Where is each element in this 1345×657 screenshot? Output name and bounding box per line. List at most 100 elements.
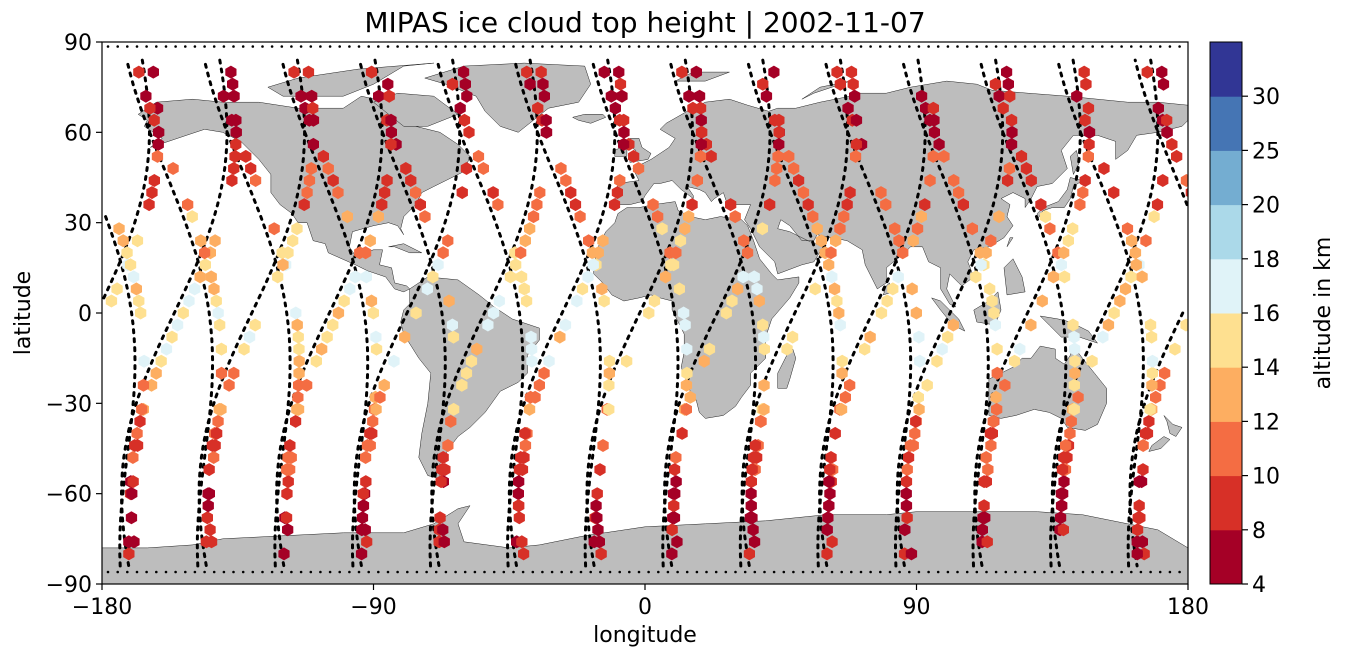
cloud-point [745, 475, 757, 489]
cloud-point [454, 101, 466, 115]
cloud-point [113, 222, 125, 236]
cloud-point [670, 475, 682, 489]
cloud-point [1068, 402, 1080, 416]
cloud-point [773, 113, 785, 127]
cloud-point [327, 318, 339, 332]
cloud-point [1014, 342, 1026, 356]
cloud-point [281, 511, 293, 525]
cloud-point [839, 390, 851, 404]
cloud-point [927, 149, 939, 163]
polar-track-dot [647, 570, 650, 574]
cloud-point [1039, 210, 1052, 224]
colorbar-segment [1210, 204, 1242, 260]
polar-track-dot [512, 570, 515, 574]
cloud-point [993, 210, 1005, 224]
cloud-point [332, 306, 345, 320]
cloud-point [670, 246, 682, 260]
cloud-point [1121, 222, 1134, 236]
cloud-point [370, 330, 382, 344]
cloud-point [609, 101, 621, 115]
cloud-point [823, 499, 835, 513]
polar-track-dot [927, 45, 930, 48]
polar-track-dot [782, 570, 786, 574]
cloud-point [947, 318, 959, 332]
polar-track-dot [1149, 45, 1152, 48]
polar-track-dot [1091, 570, 1094, 574]
polar-track-dot [1004, 570, 1008, 574]
cloud-point [1069, 354, 1081, 368]
polar-track-dot [840, 570, 843, 574]
polar-track-dot [135, 570, 139, 574]
x-tick-label: −90 [350, 595, 396, 620]
cloud-point [647, 198, 659, 212]
cloud-point [1078, 65, 1090, 79]
cloud-point [531, 198, 543, 212]
cloud-point [341, 210, 353, 224]
cloud-point [1062, 234, 1074, 248]
polar-track-dot [763, 45, 766, 48]
cloud-point [997, 101, 1009, 115]
cloud-point [378, 378, 390, 392]
cloud-point [445, 414, 457, 428]
cloud-point [900, 487, 912, 501]
cloud-point [900, 499, 913, 513]
polar-track-dot [801, 570, 805, 574]
polar-track-dot [502, 45, 506, 48]
cloud-point [210, 294, 222, 308]
polar-track-dot [1043, 45, 1046, 48]
cloud-point [746, 463, 758, 477]
cloud-point [628, 149, 640, 163]
polar-track-dot [550, 570, 554, 574]
cloud-point [385, 137, 397, 151]
cloud-point [907, 234, 919, 248]
polar-track-dot [753, 570, 757, 574]
cloud-point [900, 475, 913, 489]
cloud-point [680, 378, 693, 392]
cloud-point [133, 294, 145, 308]
cloud-point [991, 366, 1003, 380]
cloud-point [942, 330, 954, 344]
cloud-point [515, 270, 528, 284]
cloud-point [1068, 330, 1080, 344]
polar-track-dot [1072, 570, 1075, 574]
cloud-point [897, 246, 909, 260]
cloud-point [824, 463, 836, 477]
cloud-point [282, 475, 294, 489]
cloud-point [310, 354, 322, 368]
cloud-point [357, 499, 370, 513]
cloud-point [912, 390, 924, 404]
cloud-point [290, 414, 302, 428]
cloud-point [513, 463, 526, 477]
cloud-point [1098, 162, 1110, 175]
polar-track-dot [685, 570, 689, 574]
cloud-point [659, 270, 672, 284]
cloud-point [742, 246, 754, 260]
cloud-point [515, 246, 527, 260]
cloud-point [822, 511, 834, 525]
polar-track-dot [869, 570, 872, 574]
cloud-point [1069, 342, 1081, 356]
orbit-track-25 [104, 58, 1188, 568]
cloud-point [1143, 414, 1155, 428]
polar-track-dot [608, 570, 612, 574]
polar-track-dot [1081, 570, 1085, 574]
cloud-point [1044, 222, 1056, 236]
cloud-point [419, 210, 431, 224]
cloud-point [1079, 174, 1091, 187]
cloud-point [768, 65, 780, 79]
polar-track-dot [1052, 45, 1056, 48]
polar-track-dot [975, 45, 979, 48]
polar-track-dot [1023, 570, 1027, 574]
cloud-point [695, 125, 708, 139]
cloud-point [446, 77, 459, 91]
cloud-point [760, 89, 773, 103]
polar-track-dot [1158, 570, 1162, 574]
polar-track-dot [434, 570, 438, 574]
cloud-point [1152, 101, 1164, 115]
cloud-point [821, 523, 833, 537]
cloud-point [437, 523, 449, 537]
cloud-point [293, 342, 305, 356]
cloud-point [1056, 499, 1068, 513]
land-madagascar [777, 348, 797, 389]
